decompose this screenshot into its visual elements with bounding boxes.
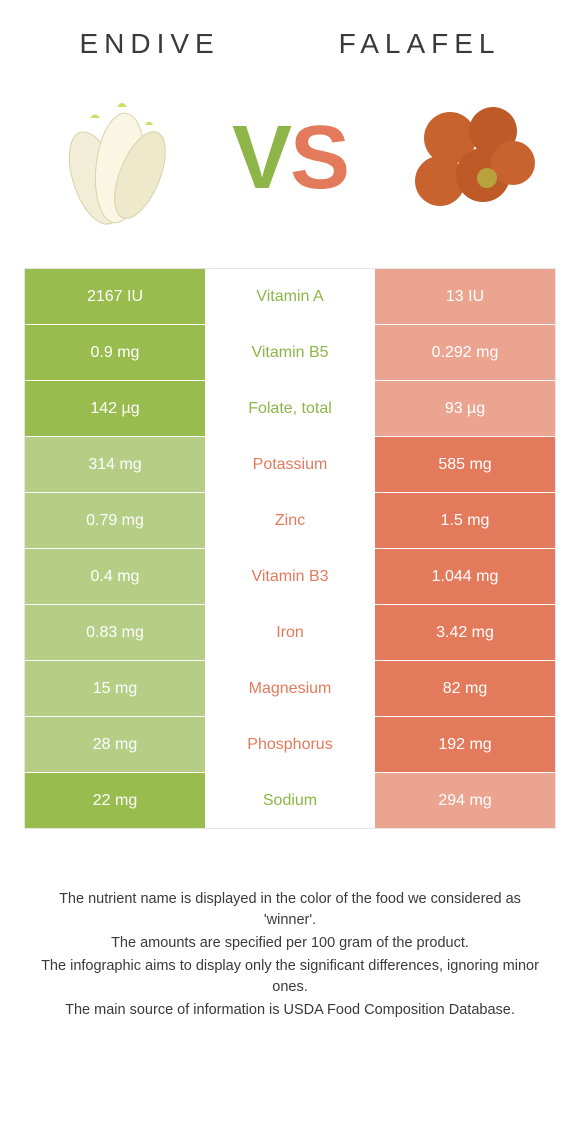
left-value-cell: 2167 IU	[25, 269, 205, 324]
left-value-cell: 0.4 mg	[25, 549, 205, 604]
table-row: 0.83 mgIron3.42 mg	[25, 605, 555, 661]
right-value-cell: 585 mg	[375, 437, 555, 492]
food-right-title: Falafel	[339, 28, 501, 60]
right-value-cell: 0.292 mg	[375, 325, 555, 380]
falafel-image	[390, 78, 550, 238]
right-value-cell: 1.5 mg	[375, 493, 555, 548]
nutrient-label-cell: Phosphorus	[205, 717, 375, 772]
table-row: 314 mgPotassium585 mg	[25, 437, 555, 493]
right-value-cell: 1.044 mg	[375, 549, 555, 604]
right-value-cell: 192 mg	[375, 717, 555, 772]
nutrient-label-cell: Folate, total	[205, 381, 375, 436]
vs-v-letter: V	[232, 107, 290, 210]
table-row: 0.79 mgZinc1.5 mg	[25, 493, 555, 549]
table-row: 15 mgMagnesium82 mg	[25, 661, 555, 717]
table-row: 2167 IUVitamin A13 IU	[25, 269, 555, 325]
footnote-line: The infographic aims to display only the…	[34, 956, 546, 998]
left-value-cell: 15 mg	[25, 661, 205, 716]
comparison-table: 2167 IUVitamin A13 IU0.9 mgVitamin B50.2…	[24, 268, 556, 829]
right-value-cell: 93 µg	[375, 381, 555, 436]
nutrient-label-cell: Zinc	[205, 493, 375, 548]
falafel-icon	[395, 83, 545, 233]
header: Endive Falafel	[20, 28, 560, 60]
endive-icon	[35, 83, 185, 233]
right-value-cell: 82 mg	[375, 661, 555, 716]
left-value-cell: 28 mg	[25, 717, 205, 772]
right-value-cell: 3.42 mg	[375, 605, 555, 660]
table-row: 0.4 mgVitamin B31.044 mg	[25, 549, 555, 605]
nutrient-label-cell: Vitamin B5	[205, 325, 375, 380]
footnote-line: The amounts are specified per 100 gram o…	[34, 933, 546, 954]
table-row: 0.9 mgVitamin B50.292 mg	[25, 325, 555, 381]
table-row: 28 mgPhosphorus192 mg	[25, 717, 555, 773]
footnote-line: The main source of information is USDA F…	[34, 1000, 546, 1021]
left-value-cell: 0.83 mg	[25, 605, 205, 660]
left-value-cell: 314 mg	[25, 437, 205, 492]
right-value-cell: 294 mg	[375, 773, 555, 828]
table-row: 22 mgSodium294 mg	[25, 773, 555, 829]
endive-image	[30, 78, 190, 238]
nutrient-label-cell: Vitamin A	[205, 269, 375, 324]
vs-label: VS	[232, 107, 348, 210]
nutrient-label-cell: Vitamin B3	[205, 549, 375, 604]
right-value-cell: 13 IU	[375, 269, 555, 324]
nutrient-label-cell: Iron	[205, 605, 375, 660]
nutrient-label-cell: Potassium	[205, 437, 375, 492]
table-row: 142 µgFolate, total93 µg	[25, 381, 555, 437]
nutrient-label-cell: Magnesium	[205, 661, 375, 716]
nutrient-label-cell: Sodium	[205, 773, 375, 828]
left-value-cell: 0.9 mg	[25, 325, 205, 380]
vs-s-letter: S	[290, 107, 348, 210]
footnotes: The nutrient name is displayed in the co…	[34, 889, 546, 1021]
left-value-cell: 142 µg	[25, 381, 205, 436]
food-left-title: Endive	[79, 28, 219, 60]
left-value-cell: 22 mg	[25, 773, 205, 828]
left-value-cell: 0.79 mg	[25, 493, 205, 548]
hero-row: VS	[30, 78, 550, 238]
footnote-line: The nutrient name is displayed in the co…	[34, 889, 546, 931]
